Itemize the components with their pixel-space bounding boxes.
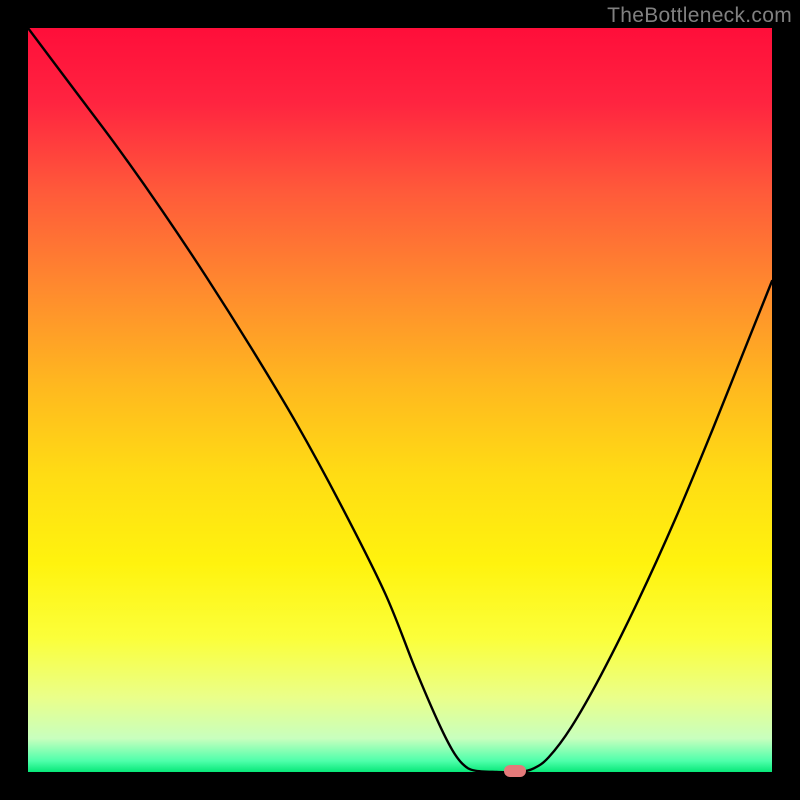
plot-area — [28, 28, 772, 772]
chart-svg — [28, 28, 772, 772]
chart-container: TheBottleneck.com — [0, 0, 800, 800]
gradient-background — [28, 28, 772, 772]
watermark-text: TheBottleneck.com — [607, 4, 792, 28]
optimum-marker — [504, 765, 526, 777]
